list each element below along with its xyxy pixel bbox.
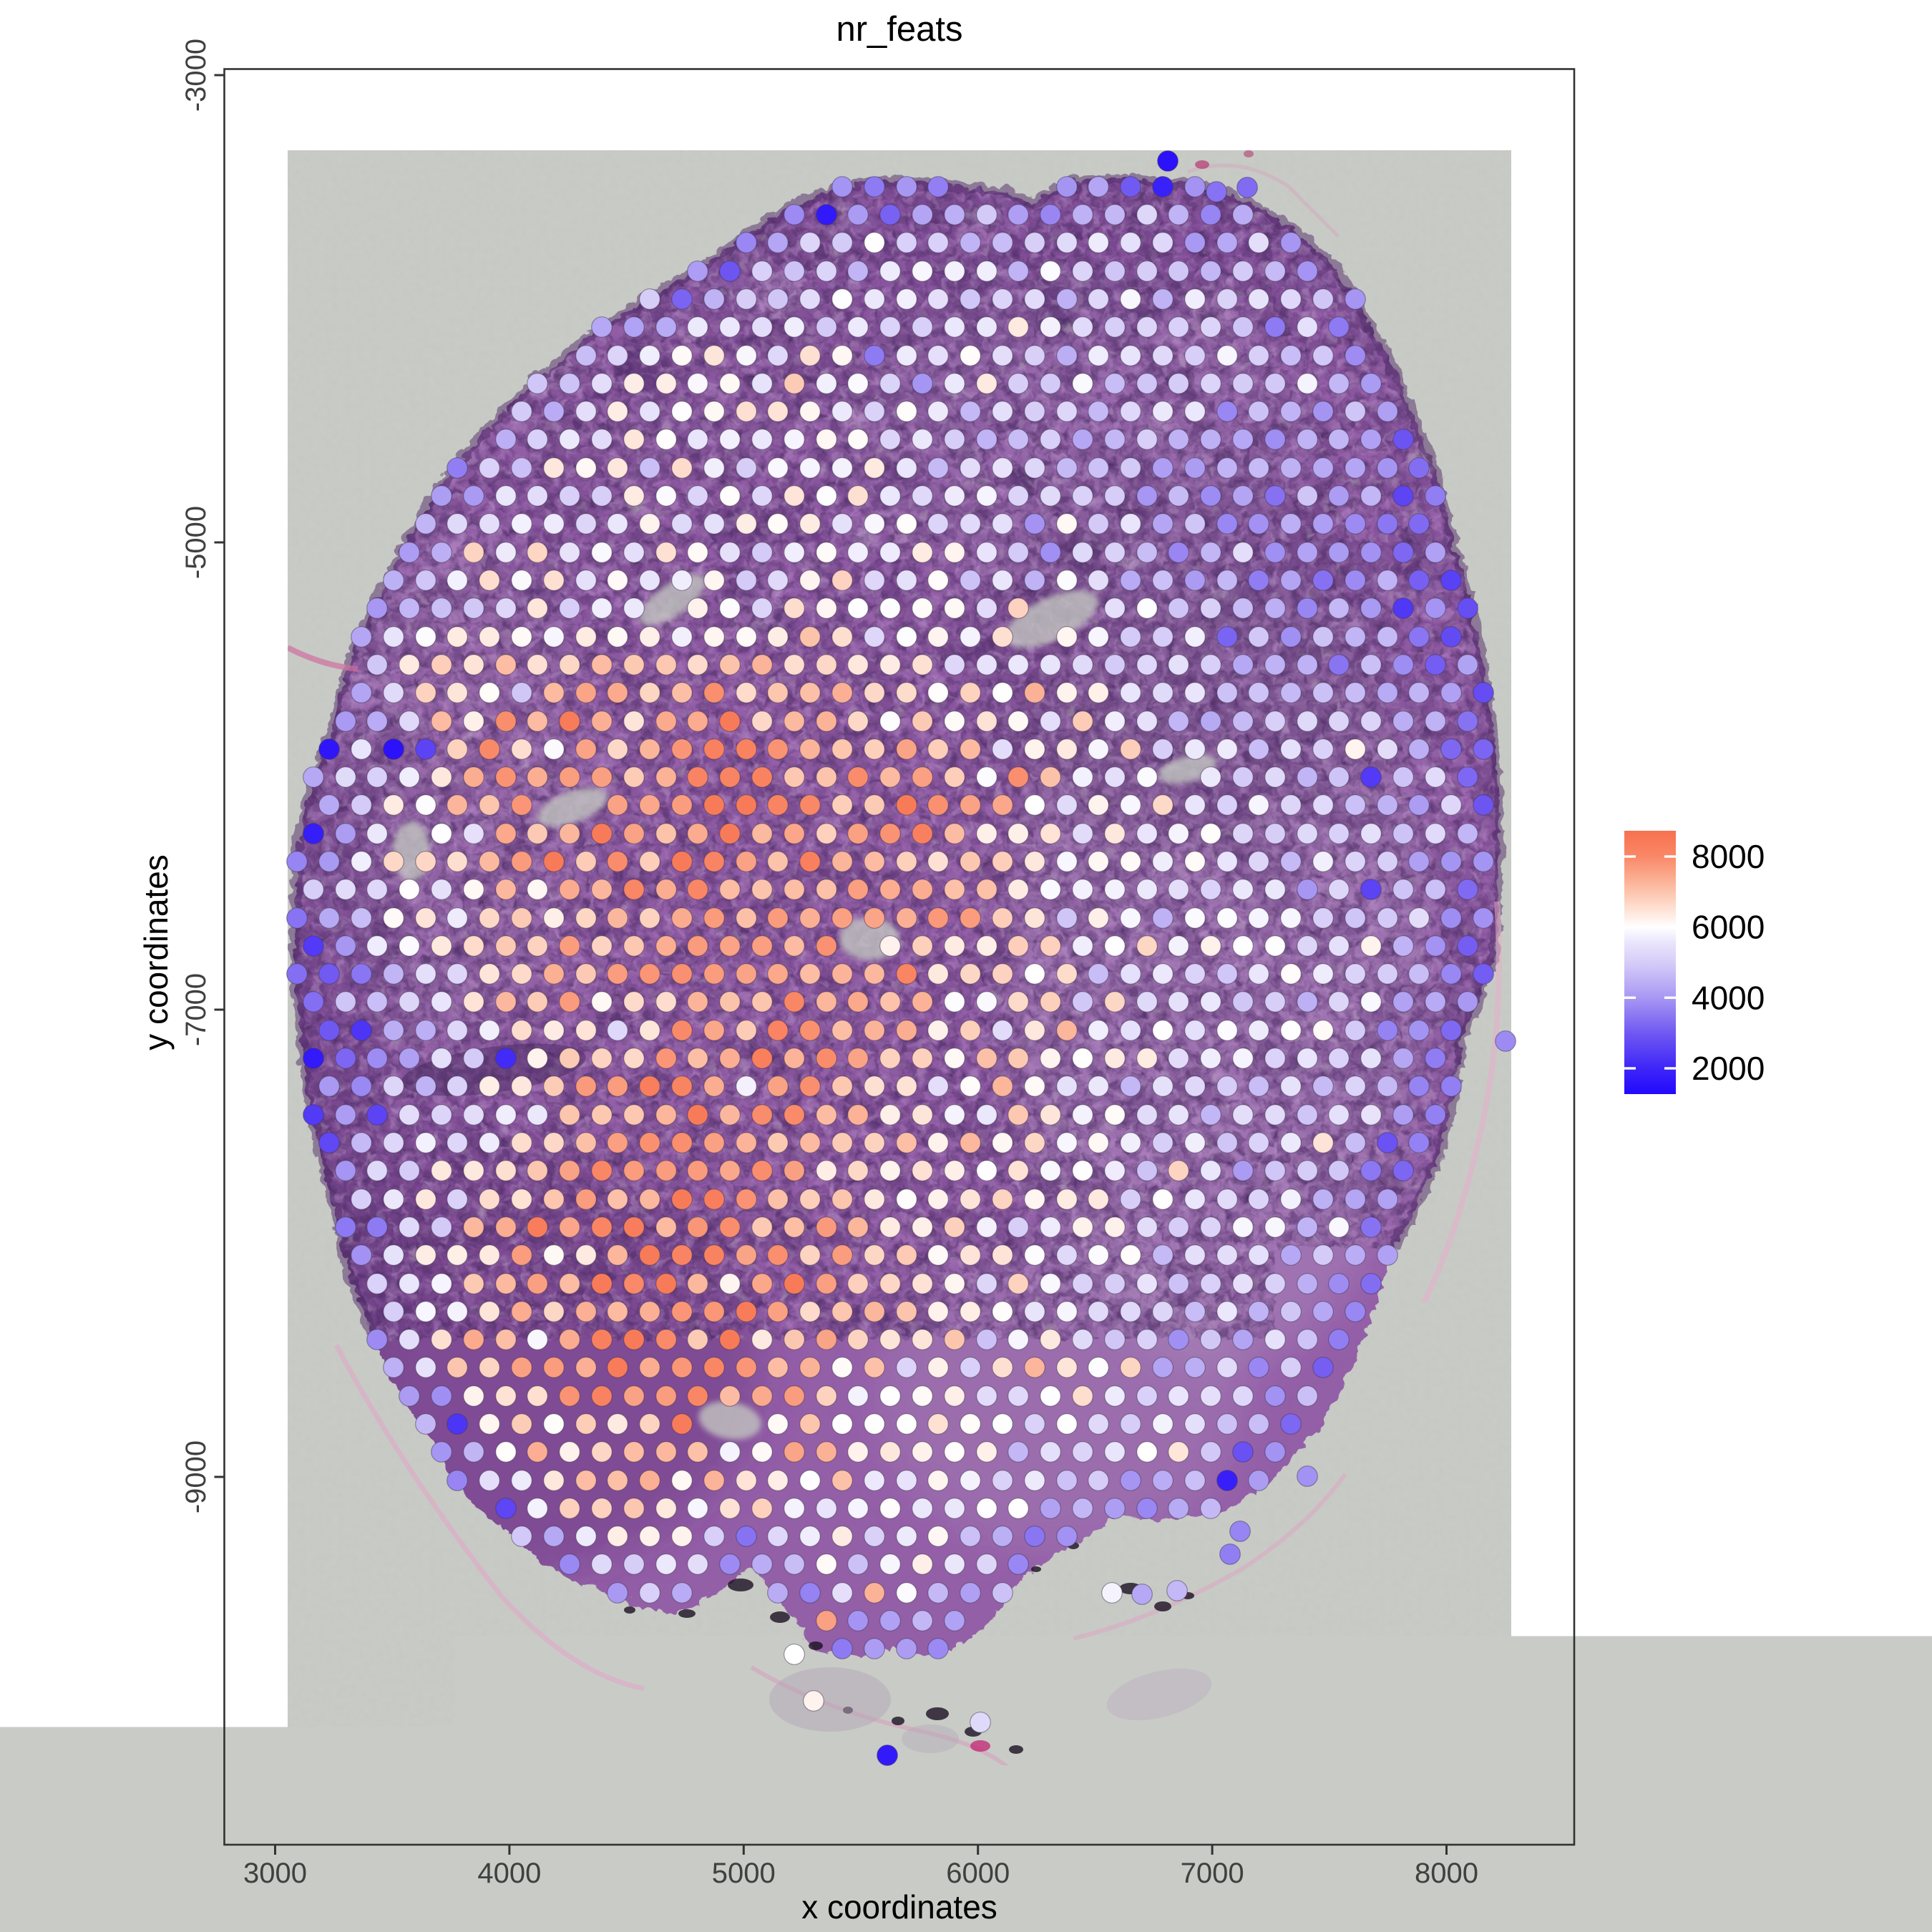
svg-text:-7000: -7000 [180, 973, 212, 1046]
svg-text:y coordinates: y coordinates [137, 854, 175, 1050]
svg-text:8000: 8000 [1415, 1858, 1478, 1889]
svg-text:-5000: -5000 [180, 506, 212, 579]
svg-text:5000: 5000 [712, 1858, 776, 1889]
svg-text:-3000: -3000 [180, 39, 212, 112]
svg-text:6000: 6000 [1692, 909, 1765, 946]
svg-text:4000: 4000 [1692, 979, 1765, 1016]
svg-text:nr_feats: nr_feats [836, 10, 962, 49]
svg-text:8000: 8000 [1692, 838, 1765, 875]
svg-text:3000: 3000 [243, 1858, 307, 1889]
svg-text:2000: 2000 [1692, 1050, 1765, 1087]
svg-text:x coordinates: x coordinates [801, 1888, 997, 1926]
svg-text:-9000: -9000 [180, 1440, 212, 1513]
svg-text:7000: 7000 [1181, 1858, 1244, 1889]
svg-text:4000: 4000 [477, 1858, 541, 1889]
svg-text:6000: 6000 [946, 1858, 1010, 1889]
